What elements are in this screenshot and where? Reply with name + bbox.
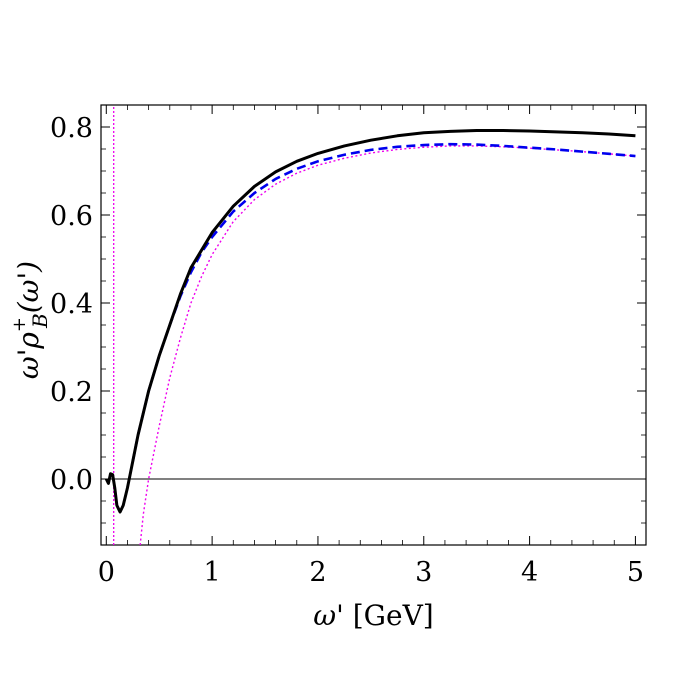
- y-axis-title: ω'ρ+B(ω'): [9, 261, 52, 379]
- x-axis-title: ω' [GeV]: [313, 599, 433, 632]
- y-tick-label: 0.8: [50, 113, 93, 144]
- x-tick-label: 3: [415, 557, 432, 588]
- x-tick-label: 4: [521, 557, 538, 588]
- series-solid-line: [104, 129, 636, 514]
- y-tick-label: 0.2: [50, 377, 93, 408]
- y-tick-label: 0.6: [50, 201, 93, 232]
- y-tick-label: 0.4: [50, 289, 93, 320]
- x-tick-label: 5: [627, 557, 644, 588]
- series-dotted-line: [139, 145, 636, 545]
- x-tick-label: 1: [204, 557, 221, 588]
- x-tick-label: 2: [309, 557, 326, 588]
- x-tick-label: 0: [98, 557, 115, 588]
- y-tick-label: 0.0: [50, 465, 93, 496]
- series-dashed-line: [131, 142, 636, 462]
